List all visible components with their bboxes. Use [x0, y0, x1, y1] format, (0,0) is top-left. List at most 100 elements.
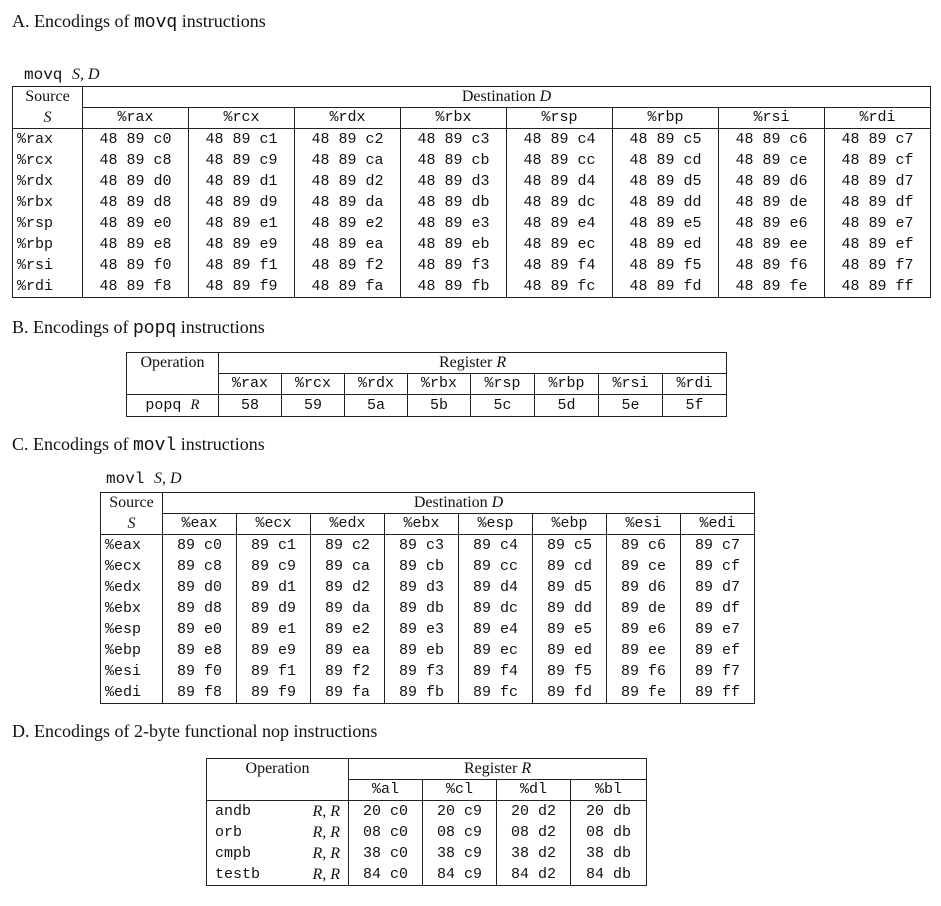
column-header: %rsi — [598, 373, 663, 395]
movl-caption: movl S, D — [106, 470, 182, 488]
encoding-cell: 89 fa — [310, 682, 385, 704]
column-header: %rdx — [294, 107, 401, 129]
encoding-cell: 89 d5 — [532, 577, 607, 598]
encoding-cell: 89 da — [310, 598, 385, 619]
column-header: %rbx — [400, 107, 507, 129]
op-args: R, R — [282, 800, 350, 822]
source-label: Source — [25, 88, 70, 106]
row-register: %rdi — [12, 276, 83, 298]
encoding-cell: 89 d9 — [236, 598, 311, 619]
column-header: %rax — [82, 107, 189, 129]
encoding-cell: 89 d8 — [162, 598, 237, 619]
encoding-cell: 48 89 da — [294, 192, 401, 213]
encoding-cell: 89 f0 — [162, 661, 237, 682]
register-label: Register — [463, 760, 522, 777]
encoding-cell: 48 89 cc — [506, 150, 613, 171]
encoding-cell: 89 e4 — [458, 619, 533, 640]
encoding-cell: 38 c0 — [348, 843, 424, 864]
encoding-cell: 48 89 ff — [823, 276, 932, 298]
register-var: R — [496, 354, 507, 371]
encoding-cell: 48 89 de — [718, 192, 825, 213]
encoding-cell: 89 ff — [679, 682, 756, 704]
encoding-cell: 89 f7 — [679, 661, 756, 682]
op-var: R — [190, 397, 200, 413]
encoding-cell: 48 89 c3 — [400, 128, 507, 150]
encoding-cell: 48 89 ea — [294, 234, 401, 255]
table-row: %edx 89 d0 89 d1 89 d2 89 d3 89 d4 89 d5 89 d6 8… — [100, 577, 756, 598]
encoding-cell: 08 c9 — [422, 822, 498, 843]
encoding-cell: 48 89 d1 — [188, 171, 295, 192]
encoding-cell: 48 89 c9 — [188, 150, 295, 171]
encoding-cell: 48 89 e7 — [823, 213, 932, 234]
encoding-cell: 89 fe — [606, 682, 681, 704]
op-name: andb — [206, 800, 283, 822]
encoding-cell: 89 ce — [606, 556, 681, 577]
destination-label: Destination — [413, 494, 492, 511]
operation-header-blank — [126, 373, 219, 395]
row-register: %edi — [100, 682, 163, 704]
table-row: %rsi 48 89 f0 48 89 f1 48 89 f2 48 89 f3 48 8… — [12, 255, 932, 276]
row-register: %rax — [12, 128, 83, 150]
encoding-cell: 48 89 c7 — [823, 128, 932, 150]
encoding-cell: 89 c4 — [458, 534, 533, 556]
encoding-cell: 89 dc — [458, 598, 533, 619]
operation-header: Operation — [205, 758, 350, 780]
column-header: %eax — [162, 513, 237, 535]
encoding-cell: 48 89 f6 — [718, 255, 825, 276]
row-register: %esi — [100, 661, 163, 682]
encoding-cell: 48 89 ef — [823, 234, 932, 255]
table-row: andb R, R 20 c0 20 c9 20 d2 20 db — [206, 800, 648, 822]
column-header: %rdi — [823, 107, 932, 129]
table-row: %eax 89 c0 89 c1 89 c2 89 c3 89 c4 89 c5 89 c6 8… — [100, 534, 756, 556]
encoding-cell: 48 89 f5 — [612, 255, 719, 276]
section-d-heading: D. Encodings of 2-byte functional nop in… — [12, 721, 378, 741]
encoding-cell: 89 e8 — [162, 640, 237, 661]
heading-code: movl — [133, 436, 177, 456]
table-row: orb R, R 08 c0 08 c9 08 d2 08 db — [206, 822, 648, 843]
column-header: %rdx — [344, 373, 408, 395]
encoding-cell: 20 c0 — [348, 800, 424, 822]
row-register: %eax — [100, 534, 163, 556]
op-code: popq — [145, 397, 182, 414]
encoding-cell: 89 e5 — [532, 619, 607, 640]
encoding-cell: 48 89 ca — [294, 150, 401, 171]
encoding-cell: 89 db — [384, 598, 459, 619]
table-row: %ebx 89 d8 89 d9 89 da 89 db 89 dc 89 dd 89 de 8… — [100, 598, 756, 619]
encoding-cell: 89 ea — [310, 640, 385, 661]
column-header: %rax — [218, 373, 282, 395]
encoding-cell: 5b — [407, 394, 471, 417]
encoding-cell: 20 d2 — [496, 800, 572, 822]
encoding-cell: 89 cb — [384, 556, 459, 577]
encoding-cell: 5a — [344, 394, 408, 417]
encoding-cell: 38 d2 — [496, 843, 572, 864]
op-name: testb — [206, 864, 283, 886]
encoding-cell: 48 89 fb — [400, 276, 507, 298]
encoding-cell: 89 fc — [458, 682, 533, 704]
encoding-cell: 58 — [218, 394, 282, 417]
row-register: %esp — [100, 619, 163, 640]
op-args: R, R — [282, 822, 350, 843]
encoding-cell: 48 89 dd — [612, 192, 719, 213]
table-row: testb R, R 84 c0 84 c9 84 d2 84 db — [206, 864, 648, 886]
table-row: %rbp 48 89 e8 48 89 e9 48 89 ea 48 89 eb 48 8… — [12, 234, 932, 255]
encoding-cell: 89 fd — [532, 682, 607, 704]
encoding-cell: 89 d2 — [310, 577, 385, 598]
encoding-cell: 89 d4 — [458, 577, 533, 598]
encoding-cell: 08 c0 — [348, 822, 424, 843]
table-row: %rsp 48 89 e0 48 89 e1 48 89 e2 48 89 e3 48 8… — [12, 213, 932, 234]
encoding-cell: 84 c9 — [422, 864, 498, 886]
encoding-cell: 89 c3 — [384, 534, 459, 556]
encoding-cell: 48 89 d8 — [82, 192, 189, 213]
encoding-cell: 89 cf — [679, 556, 756, 577]
encoding-cell: 48 89 c2 — [294, 128, 401, 150]
encoding-cell: 89 c5 — [532, 534, 607, 556]
table-row: %rax 48 89 c0 48 89 c1 48 89 c2 48 89 c3 48 8… — [12, 128, 932, 150]
encoding-cell: 48 89 db — [400, 192, 507, 213]
encoding-cell: 89 c1 — [236, 534, 311, 556]
column-header: %rbx — [407, 373, 471, 395]
encoding-cell: 08 d2 — [496, 822, 572, 843]
encoding-cell: 48 89 c1 — [188, 128, 295, 150]
nop-encoding-table: Operation Register R %al %cl %dl %bl andb R,… — [205, 758, 648, 886]
register-header: Register R — [348, 758, 648, 780]
encoding-cell: 89 c7 — [679, 534, 756, 556]
